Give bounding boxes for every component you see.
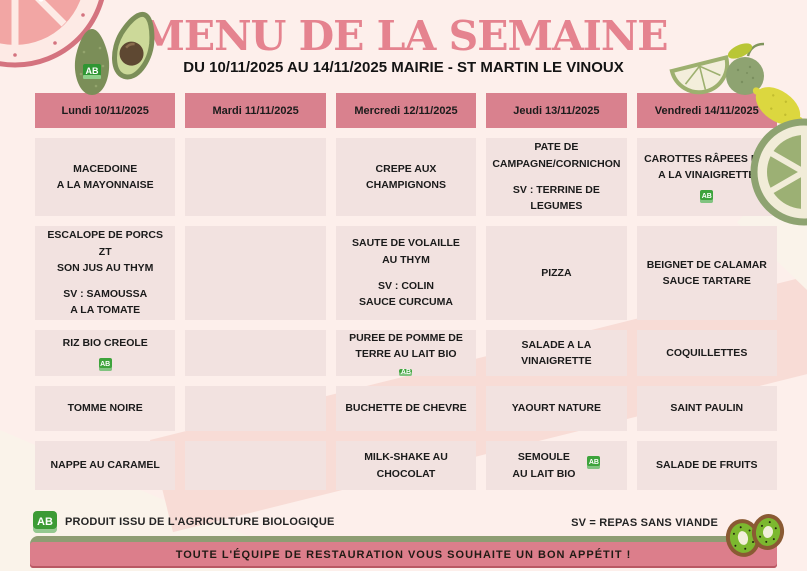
menu-item-line: YAOURT NATURE — [511, 402, 602, 415]
menu-item-line: PATE DE — [534, 141, 579, 154]
menu-cell-r4-c3: SEMOULE AU LAIT BIO AB — [486, 441, 627, 490]
sv-alternative: SV : COLIN SAUCE CURCUMA — [359, 280, 453, 309]
menu-cell-r2-c1 — [185, 330, 326, 376]
menu-cell-r3-c4: SAINT PAULIN — [636, 386, 777, 431]
menu-item-line: NAPPE AU CARAMEL — [50, 459, 160, 472]
menu-item-line: AU THYM — [382, 253, 430, 266]
menu-item-line: A LA VINAIGRETTE — [658, 169, 756, 181]
page-subtitle: DU 10/11/2025 AU 14/11/2025 MAIRIE - ST … — [183, 59, 624, 76]
bio-legend: AB PRODUIT ISSU DE L'AGRICULTURE BIOLOGI… — [33, 511, 335, 533]
menu-item-line: PUREE DE POMME DE — [349, 331, 463, 344]
menu-cell-r3-c2: BUCHETTE DE CHEVRE — [335, 386, 477, 431]
day-header-0: Lundi 10/11/2025 — [35, 93, 176, 128]
menu-item-line: TOMME NOIRE — [67, 402, 143, 415]
menu-item-line: ESCALOPE DE PORCS ZT — [47, 229, 163, 258]
banner-pink-bar: TOUTE L'ÉQUIPE DE RESTAURATION VOUS SOUH… — [30, 542, 777, 568]
bio-ab-icon: AB — [33, 511, 57, 533]
menu-cell-r1-c3: PIZZA — [486, 226, 627, 320]
menu-item-line: BEIGNET DE CALAMAR — [646, 258, 767, 271]
day-header-4: Vendredi 14/11/2025 — [636, 93, 777, 128]
menu-cell-r1-c2: SAUTE DE VOLAILLE AU THYM SV : COLIN SAUCE … — [335, 226, 477, 320]
menu-grid: Lundi 10/11/2025 Mardi 11/11/2025 Mercredi… — [35, 93, 777, 490]
menu-item-line: MILK-SHAKE AU CHOCOLAT — [364, 451, 448, 480]
menu-item-line: SALADE A LA VINAIGRETTE — [521, 338, 592, 367]
menu-item-line: AU LAIT BIO — [512, 467, 576, 480]
menu-item-line: SEMOULE — [517, 451, 570, 464]
menu-item-line: COQUILLETTES — [666, 346, 748, 359]
menu-cell-r3-c3: YAOURT NATURE — [486, 386, 627, 431]
menu-cell-r0-c4: CAROTTES RÂPEES BIO A LA VINAIGRETTE AB — [636, 138, 777, 216]
menu-cell-r4-c1 — [185, 441, 326, 490]
menu-item-line: PIZZA — [541, 266, 572, 279]
menu-cell-r3-c1 — [185, 386, 326, 431]
menu-item-line: RIZ BIO CREOLE — [62, 336, 148, 349]
menu-cell-r4-c0: NAPPE AU CARAMEL — [35, 441, 176, 490]
menu-item-line: SAUCE TARTARE — [662, 275, 751, 287]
banner-text: TOUTE L'ÉQUIPE DE RESTAURATION VOUS SOUH… — [175, 549, 632, 561]
bio-ab-icon: AB — [399, 369, 413, 377]
menu-cell-r1-c4: BEIGNET DE CALAMAR SAUCE TARTARE — [636, 226, 777, 320]
menu-item-line: SAUTE DE VOLAILLE — [352, 237, 460, 250]
menu-cell-r0-c2: CREPE AUX CHAMPIGNONS — [335, 138, 477, 216]
bio-ab-icon: AB — [587, 456, 601, 469]
day-header-2: Mercredi 12/11/2025 — [335, 93, 477, 128]
page-title: MENU DE LA SEMAINE — [139, 12, 668, 60]
menu-item-line: A LA MAYONNAISE — [56, 179, 154, 191]
sv-legend-label: SV = REPAS SANS VIANDE — [571, 517, 718, 529]
day-header-1: Mardi 11/11/2025 — [185, 93, 326, 128]
menu-item-line: MACEDOINE — [73, 162, 138, 175]
menu-item-line: SON JUS AU THYM — [56, 261, 154, 274]
menu-cell-r2-c2: PUREE DE POMME DE TERRE AU LAIT BIO AB — [335, 330, 477, 377]
menu-cell-r2-c0: RIZ BIO CREOLE AB — [35, 330, 176, 376]
sv-alternative: SV : SAMOUSSA A LA TOMATE — [63, 288, 148, 317]
sv-alternative: SV : TERRINE DE LEGUMES — [512, 184, 600, 213]
menu-cell-r0-c3: PATE DE CAMPAGNE/CORNICHON SV : TERRINE DE… — [486, 138, 627, 216]
menu-item-line: CREPE AUX CHAMPIGNONS — [366, 162, 446, 191]
menu-cell-r0-c1 — [185, 138, 326, 216]
bio-ab-icon: AB — [700, 190, 714, 204]
menu-cell-r1-c0: ESCALOPE DE PORCS ZT SON JUS AU THYM SV : … — [35, 226, 176, 320]
menu-cell-r2-c4: COQUILLETTES — [636, 330, 777, 376]
menu-item-line: TERRE AU LAIT BIO — [355, 348, 457, 360]
menu-item-line: BUCHETTE DE CHEVRE — [345, 402, 467, 415]
menu-cell-r0-c0: MACEDOINE A LA MAYONNAISE — [35, 138, 176, 216]
menu-item-line: CAROTTES RÂPEES BIO — [644, 152, 770, 165]
menu-item-line: SAINT PAULIN — [670, 402, 744, 415]
menu-item-line: CAMPAGNE/CORNICHON — [492, 157, 621, 170]
bio-ab-icon: AB — [98, 358, 112, 372]
menu-cell-r4-c2: MILK-SHAKE AU CHOCOLAT — [335, 441, 477, 490]
menu-cell-r2-c3: SALADE A LA VINAIGRETTE — [486, 330, 627, 376]
menu-cell-r3-c0: TOMME NOIRE — [35, 386, 176, 431]
bio-legend-label: PRODUIT ISSU DE L'AGRICULTURE BIOLOGIQUE — [65, 516, 335, 528]
menu-cell-r1-c1 — [185, 226, 326, 320]
day-header-3: Jeudi 13/11/2025 — [486, 93, 627, 128]
menu-item-line: SALADE DE FRUITS — [656, 459, 758, 472]
menu-cell-r4-c4: SALADE DE FRUITS — [636, 441, 777, 490]
